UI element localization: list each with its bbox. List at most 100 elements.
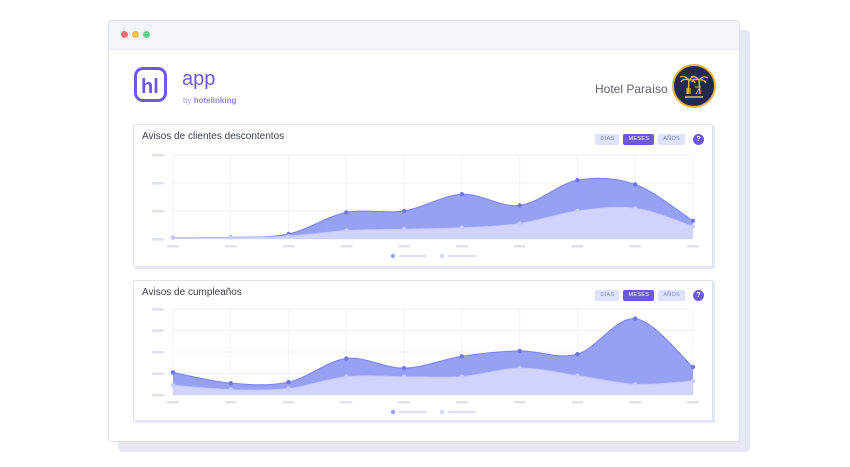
y-tick-label <box>152 308 164 311</box>
y-tick-label <box>152 238 164 241</box>
x-tick-label <box>629 245 642 248</box>
data-point <box>286 386 291 391</box>
data-point <box>690 378 696 384</box>
hl-logo-icon: hl <box>141 76 159 98</box>
panel-birthdays: Avisos de cumpleaños DÍAS MESES AÑOS ? <box>133 280 713 421</box>
help-icon[interactable]: ? <box>693 290 704 301</box>
legend-label <box>399 254 427 258</box>
data-point <box>575 178 580 183</box>
data-point <box>170 235 176 240</box>
legend-label <box>448 410 476 414</box>
x-tick-label <box>282 245 295 248</box>
help-icon[interactable]: ? <box>693 134 704 145</box>
x-tick-label <box>571 245 584 248</box>
data-point <box>575 373 580 378</box>
y-tick-label <box>152 351 164 354</box>
panel-title: Avisos de clientes descontentos <box>142 131 285 142</box>
data-point <box>344 356 349 361</box>
window-titlebar <box>109 21 739 50</box>
data-point <box>517 365 522 371</box>
y-tick-label <box>152 372 164 375</box>
x-tick-label <box>513 401 526 404</box>
x-tick-label <box>629 401 642 404</box>
series-area <box>173 207 693 239</box>
panel-unhappy-customers: Avisos de clientes descontentos DÍAS MES… <box>133 124 713 267</box>
data-point <box>286 234 291 239</box>
x-tick-label <box>687 245 699 248</box>
panel-title: Avisos de cumpleaños <box>142 287 242 298</box>
data-point <box>575 208 580 214</box>
data-point <box>170 370 176 375</box>
unhappy-customers-chart <box>152 154 699 259</box>
series-line <box>172 367 694 391</box>
x-tick-label <box>687 401 699 404</box>
data-point <box>690 224 696 229</box>
data-point <box>401 374 407 379</box>
years-button[interactable]: AÑOS <box>658 134 685 145</box>
data-point <box>459 192 465 197</box>
hotel-name: Hotel Paraíso <box>595 82 668 96</box>
data-point <box>633 182 638 187</box>
palm-tree-icon <box>679 75 709 98</box>
minimize-dot-icon[interactable] <box>132 31 139 38</box>
x-tick-label <box>167 245 179 248</box>
data-point <box>401 365 407 371</box>
days-button[interactable]: DÍAS <box>595 290 620 301</box>
data-point <box>517 221 522 226</box>
x-tick-label <box>340 401 353 404</box>
x-tick-label <box>167 401 179 404</box>
data-point <box>690 218 696 223</box>
x-tick-label <box>455 401 468 404</box>
months-button[interactable]: MESES <box>623 290 655 301</box>
x-tick-label <box>398 401 411 404</box>
data-point <box>344 374 349 379</box>
legend-label <box>399 410 427 414</box>
legend-label <box>448 254 476 258</box>
x-tick-label <box>398 245 411 248</box>
data-point <box>228 387 233 392</box>
y-tick-label <box>152 329 164 332</box>
data-point <box>401 208 407 214</box>
data-point <box>459 354 465 359</box>
data-point <box>517 203 522 208</box>
app-window: hl app by hotelinking Hotel Paraíso Avis… <box>108 20 740 442</box>
birthdays-chart <box>152 308 699 415</box>
x-tick-label <box>224 401 237 404</box>
hotel-avatar[interactable] <box>672 64 716 108</box>
months-button[interactable]: MESES <box>623 134 655 145</box>
data-point <box>633 206 638 211</box>
data-point <box>459 225 465 230</box>
y-tick-label <box>152 210 164 213</box>
legend-marker <box>439 409 445 415</box>
app-byline: by hotelinking <box>183 96 237 105</box>
x-tick-label <box>340 245 353 248</box>
series-line <box>172 206 694 239</box>
years-button[interactable]: AÑOS <box>658 290 685 301</box>
x-tick-label <box>224 245 237 248</box>
y-tick-label <box>152 182 164 185</box>
data-point <box>401 227 407 232</box>
period-toggle: DÍAS MESES AÑOS ? <box>595 134 704 145</box>
x-tick-label <box>513 245 526 248</box>
legend-marker <box>390 409 396 415</box>
days-button[interactable]: DÍAS <box>595 134 620 145</box>
data-point <box>633 382 638 387</box>
series-line <box>172 318 694 386</box>
data-point <box>344 210 349 215</box>
y-tick-label <box>152 394 164 397</box>
close-dot-icon[interactable] <box>121 31 128 38</box>
data-point <box>575 351 580 357</box>
data-point <box>228 380 233 386</box>
series-area <box>173 368 693 395</box>
data-point <box>344 228 349 233</box>
x-tick-label <box>282 401 295 404</box>
hotelinking-logo[interactable]: hl <box>134 67 167 102</box>
data-point <box>690 364 696 370</box>
data-point <box>228 235 233 240</box>
maximize-dot-icon[interactable] <box>143 31 150 38</box>
y-tick-label <box>152 154 164 157</box>
data-point <box>459 374 465 379</box>
legend-marker <box>390 253 396 259</box>
data-point <box>170 383 176 388</box>
x-tick-label <box>571 401 584 404</box>
